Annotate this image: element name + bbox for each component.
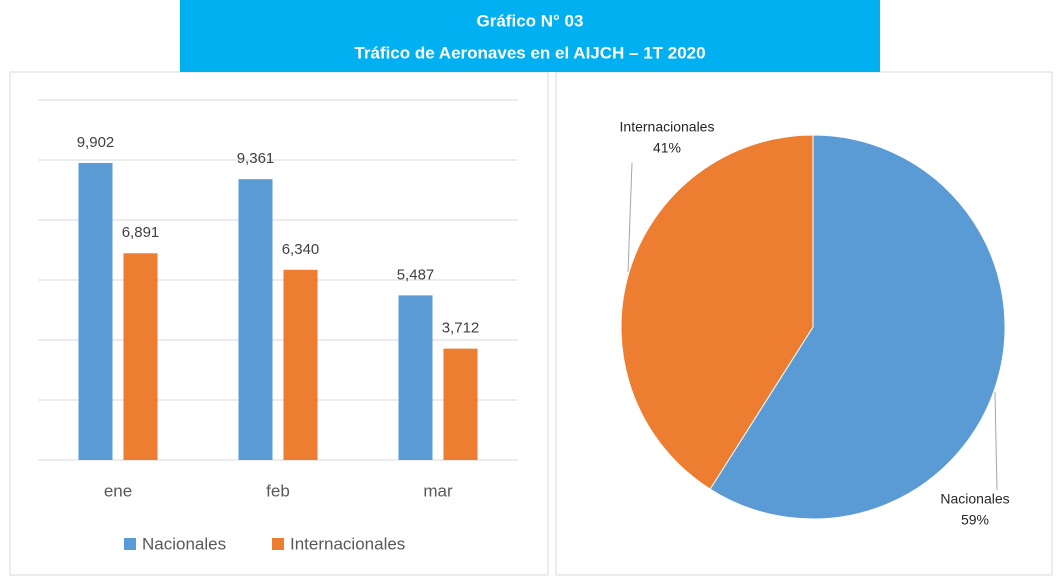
x-tick-label: feb <box>266 481 290 500</box>
bar <box>398 295 433 460</box>
bar <box>123 253 158 460</box>
x-tick-label: mar <box>423 481 453 500</box>
legend-label: Nacionales <box>142 534 226 553</box>
data-label: 5,487 <box>397 266 435 283</box>
chart-subtitle: Tráfico de Aeronaves en el AIJCH – 1T 20… <box>354 43 705 62</box>
slice-name: Internacionales <box>620 119 715 135</box>
bar <box>238 179 273 461</box>
data-label: 6,891 <box>122 224 160 241</box>
pie-slice <box>620 134 814 490</box>
bar <box>78 162 113 460</box>
data-label: 9,902 <box>77 134 115 151</box>
legend-swatch <box>124 538 136 550</box>
pie-slice <box>709 134 1006 520</box>
x-tick-label: ene <box>104 481 132 500</box>
legend-label: Internacionales <box>290 534 405 553</box>
slice-name: Nacionales <box>940 491 1009 507</box>
chart-title: Gráfico N° 03 <box>477 11 584 30</box>
slice-label: 59% <box>961 512 989 528</box>
bar <box>443 348 478 460</box>
title-banner <box>180 0 880 72</box>
legend-swatch <box>272 538 284 550</box>
data-label: 6,340 <box>282 241 320 258</box>
leader-line <box>994 391 998 491</box>
slice-label: 41% <box>653 140 681 156</box>
leader-line <box>627 162 633 273</box>
data-label: 3,712 <box>442 320 480 337</box>
data-label: 9,361 <box>237 150 275 167</box>
bar <box>283 269 318 460</box>
